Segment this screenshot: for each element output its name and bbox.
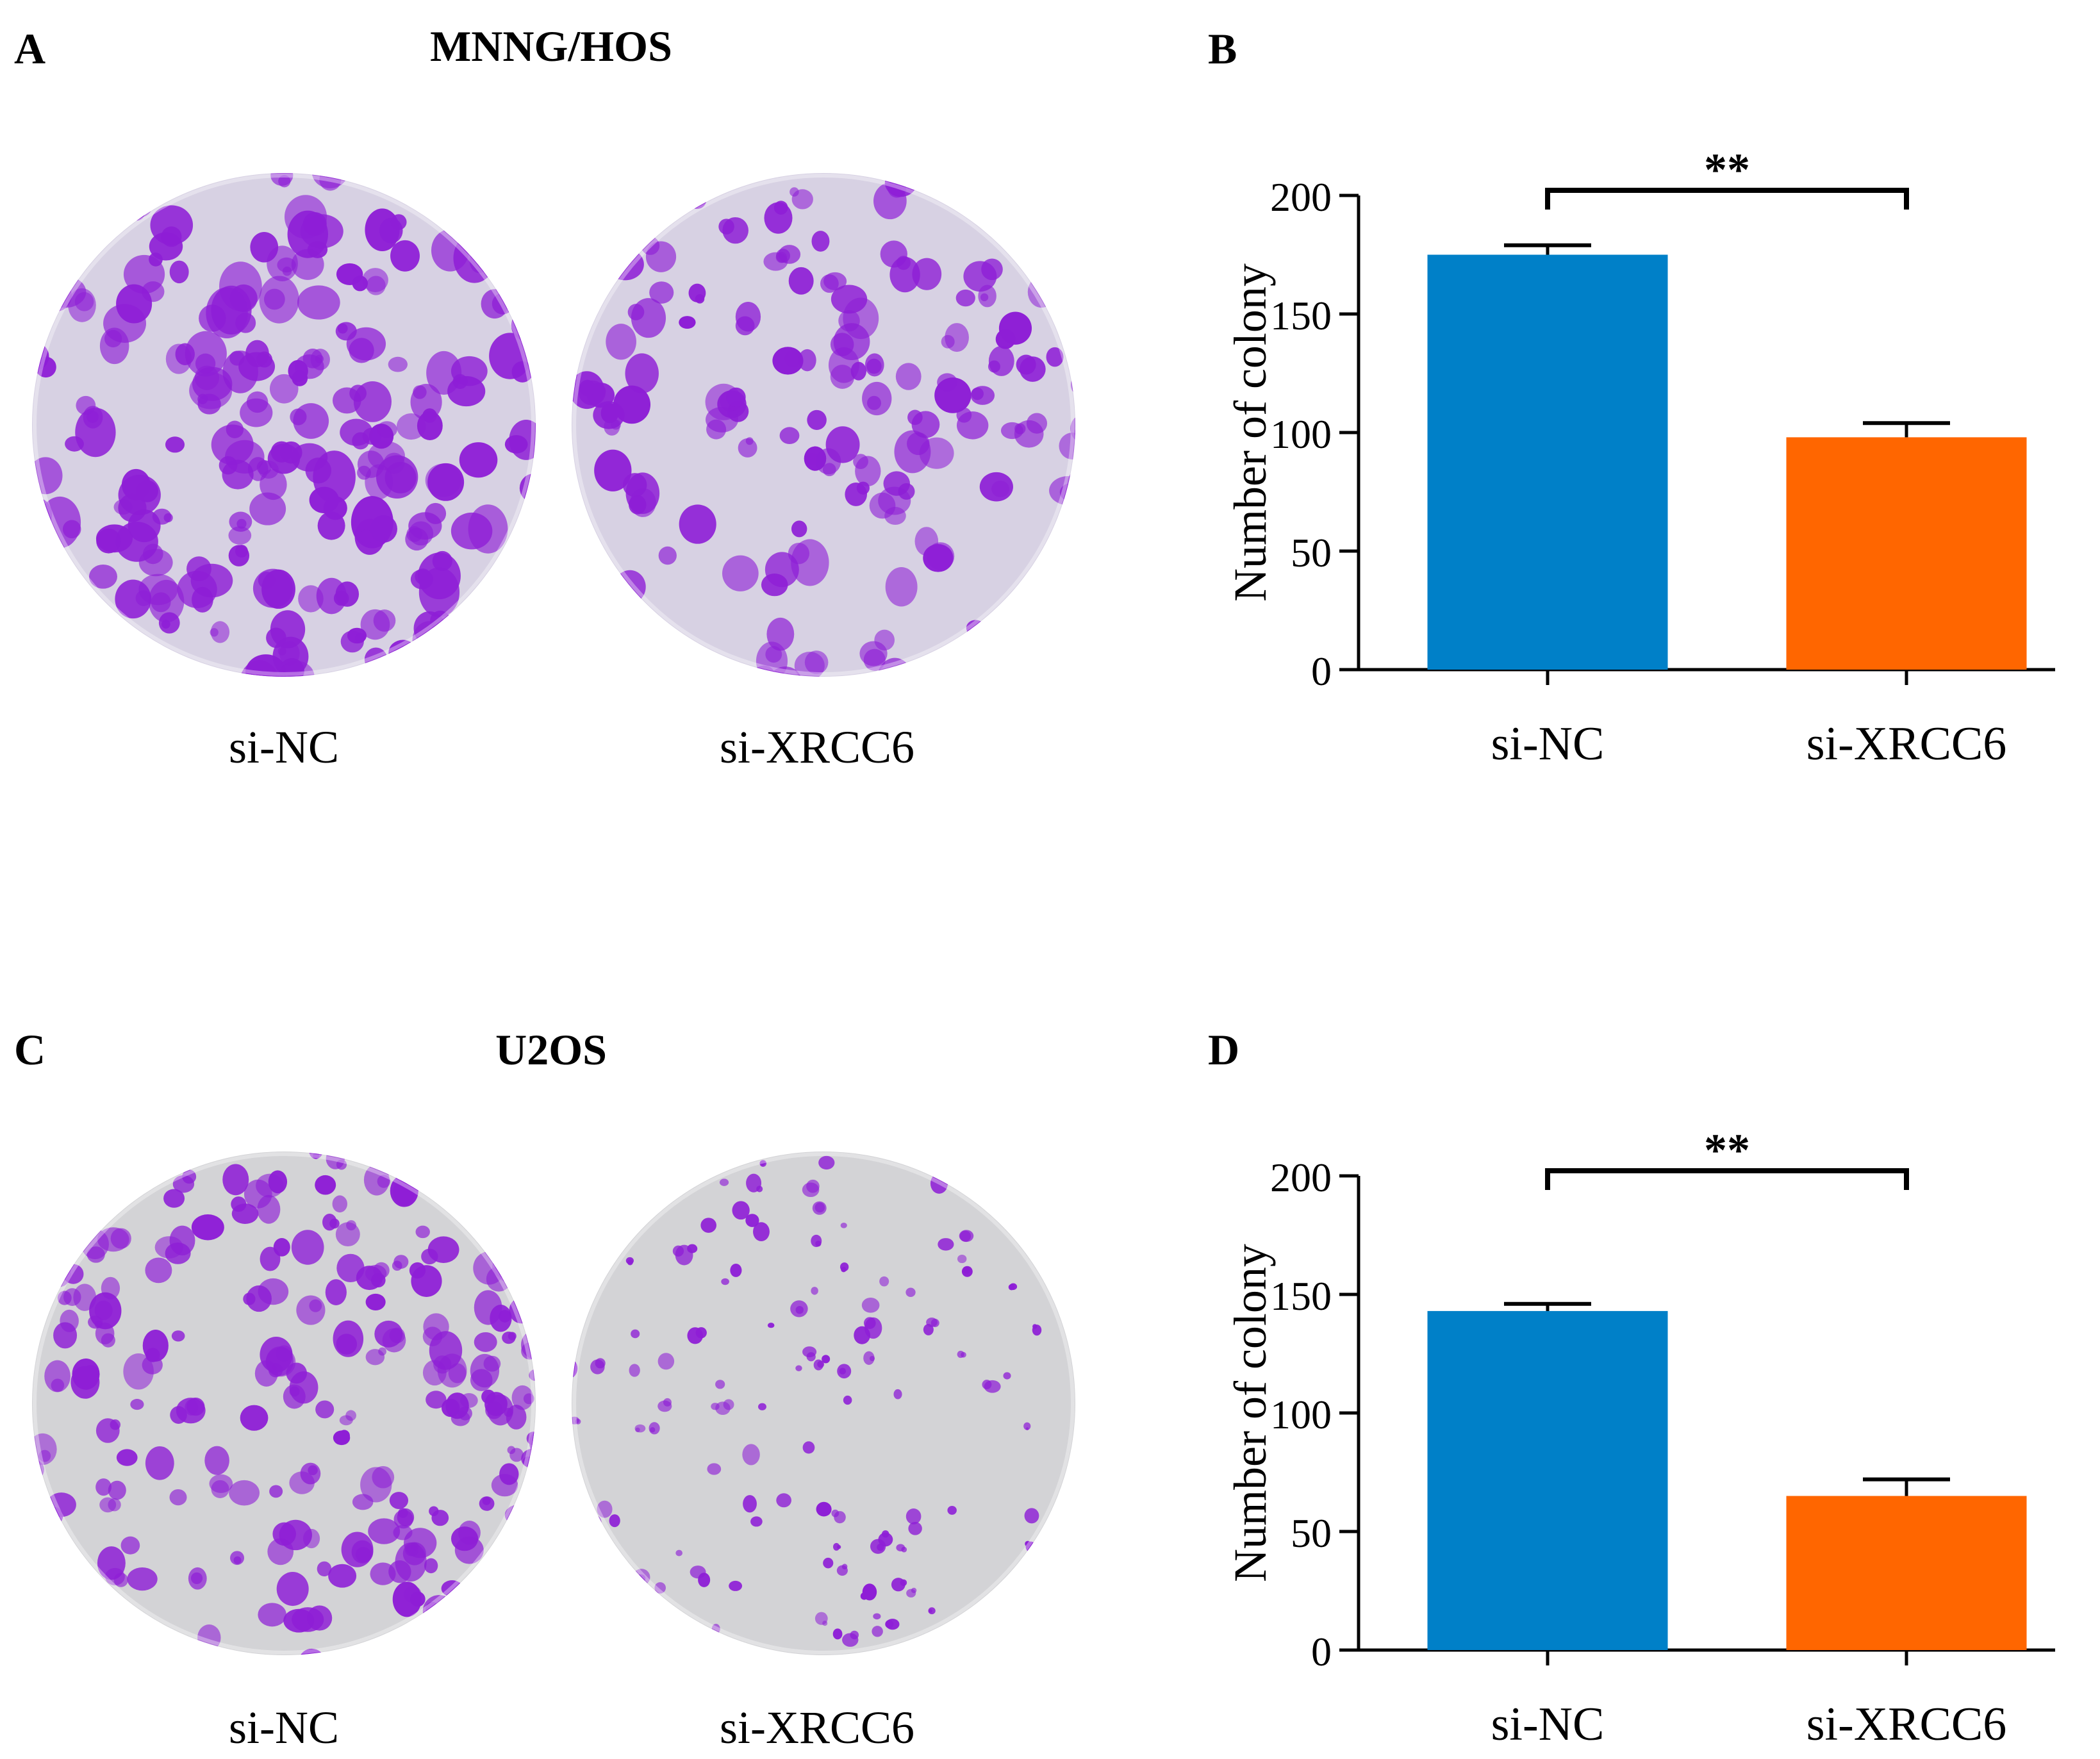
chart-b-y-axis-label: Number of colony: [1225, 263, 1276, 602]
chart-d-ytick-label: 100: [1270, 1392, 1332, 1437]
panel-letter-a: A: [14, 24, 46, 73]
chart-b-significance-label: **: [1704, 144, 1750, 195]
chart-d-significance-label: **: [1704, 1125, 1750, 1176]
chart-b-ytick-label: 200: [1270, 174, 1332, 220]
panel-letter-b: B: [1208, 24, 1237, 73]
chart-d-category-label: si-XRCC6: [1806, 1698, 2007, 1751]
chart-d-bar-si-nc: [1427, 1310, 1668, 1650]
dish-label-u2os-si-xrcc6: si-XRCC6: [719, 1702, 915, 1753]
chart-d-ytick-label: 0: [1311, 1629, 1332, 1674]
colony-dish-u2os-si-nc: [32, 1152, 536, 1655]
chart-d-ytick-label: 150: [1270, 1273, 1332, 1319]
dish-label-u2os-si-nc: si-NC: [228, 1702, 340, 1753]
chart-b-ytick-label: 50: [1291, 530, 1332, 575]
panel-letter-d: D: [1208, 1025, 1240, 1074]
chart-d-bar-si-xrcc6: [1786, 1496, 2027, 1650]
colony-dish-u2os-si-xrcc6: [572, 1152, 1075, 1655]
dish-label-hos-si-xrcc6: si-XRCC6: [719, 722, 915, 773]
chart-b-ytick-label: 100: [1270, 411, 1332, 457]
colony-dish-hos-si-xrcc6: [572, 173, 1075, 677]
chart-b-significance-bracket: [1545, 188, 1909, 210]
chart-b-ytick-label: 150: [1270, 293, 1332, 338]
chart-d-category-label: si-NC: [1491, 1698, 1605, 1751]
colony-dish-hos-si-nc: [32, 173, 536, 677]
chart-b-category-label: si-XRCC6: [1806, 718, 2007, 770]
panel-letter-c: C: [14, 1025, 46, 1074]
bar-chart-b: 0 50 100 150 200 Number of colony si-NC si-XRCC…: [1225, 144, 2055, 770]
chart-b-ytick-label: 0: [1311, 648, 1332, 694]
dish-label-hos-si-nc: si-NC: [228, 722, 340, 773]
chart-d-y-axis-label: Number of colony: [1225, 1244, 1276, 1582]
bar-chart-d: 0 50 100 150 200 Number of colony si-NC si-XRCC…: [1225, 1125, 2055, 1751]
chart-b-bar-si-nc: [1427, 254, 1668, 670]
chart-d-ytick-label: 50: [1291, 1510, 1332, 1556]
chart-b-category-label: si-NC: [1491, 718, 1605, 770]
panel-c-title: U2OS: [495, 1025, 607, 1074]
chart-d-ytick-label: 200: [1270, 1155, 1332, 1200]
panel-a-title: MNNG/HOS: [430, 22, 672, 70]
chart-b-bar-si-xrcc6: [1786, 437, 2027, 670]
chart-d-significance-bracket: [1545, 1168, 1909, 1190]
